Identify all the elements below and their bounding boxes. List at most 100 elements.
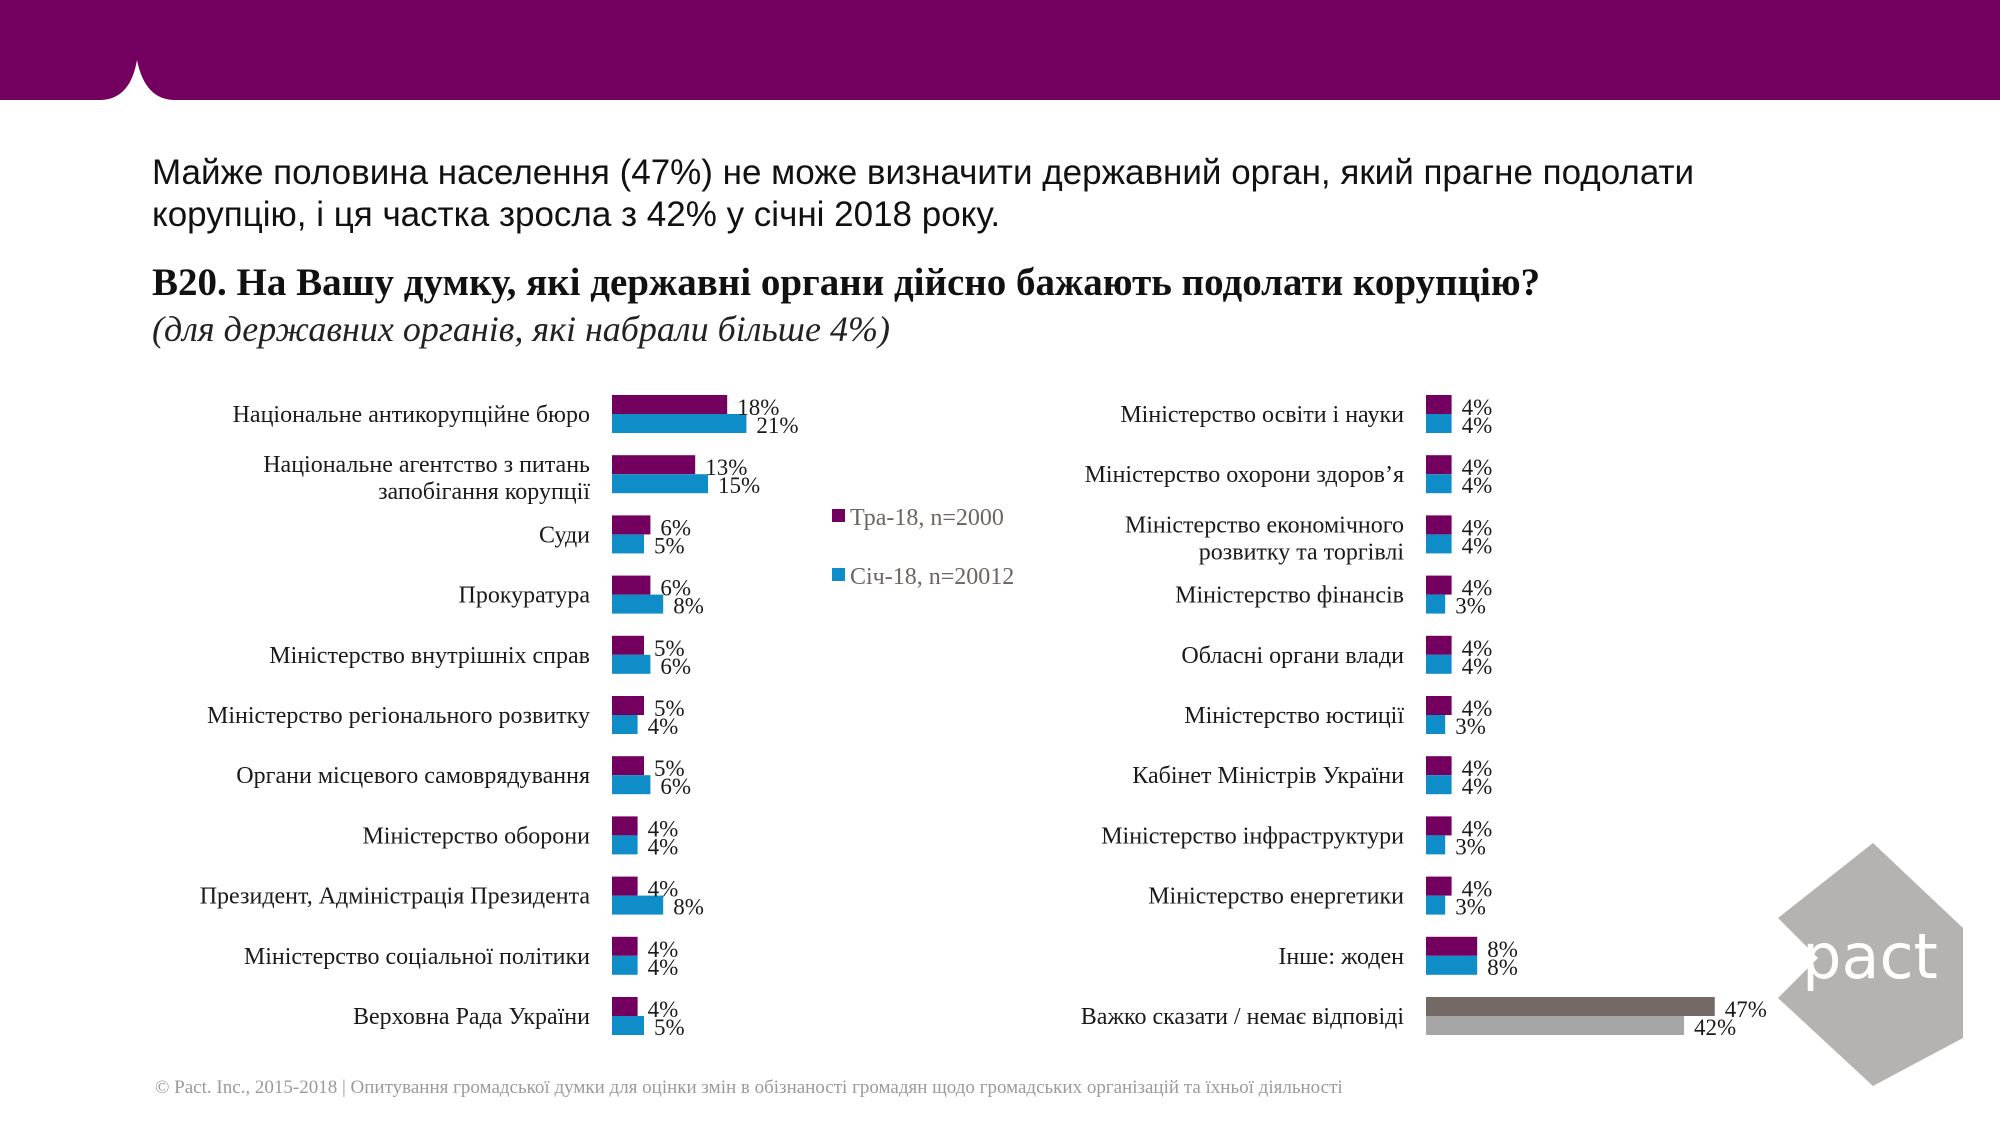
category-label: Суди [539, 522, 590, 548]
bar-may [1426, 395, 1452, 414]
category-label: Органи місцевого самоврядування [236, 763, 590, 789]
category-label: Національне антикорупційне бюро [233, 402, 590, 428]
value-label-jan: 4% [1462, 473, 1493, 498]
legend-swatch-jan [832, 568, 845, 581]
bar-may [612, 816, 638, 836]
bar-jan [612, 715, 638, 734]
value-label-may: 4% [648, 877, 679, 902]
category-label-line: Інше: жоден [1278, 944, 1404, 970]
value-label-may: 5% [654, 696, 685, 721]
bar-group: Міністерство енергетики 4%3% [1148, 876, 1492, 920]
value-label-jan: 8% [673, 594, 704, 619]
bar-group: Міністерство інфраструктури 4%3% [1101, 816, 1492, 859]
bar-group: Верховна Рада України 4%5% [353, 997, 685, 1040]
bar-jan [1426, 534, 1452, 554]
bar-group: Міністерство фінансів 4%3% [1175, 575, 1492, 619]
bar-group: Президент, Адміністрація Президента 4%8% [200, 876, 704, 920]
category-label-line: розвитку та торгівлі [1199, 539, 1405, 565]
category-label-line: Обласні органи влади [1181, 643, 1404, 669]
category-label-line: Національне агентство з питань [263, 452, 590, 478]
category-label-line: Кабінет Міністрів України [1132, 763, 1404, 789]
value-label-jan: 3% [1455, 895, 1486, 920]
question-title: B20. На Вашу думку, які державні органи … [152, 261, 1541, 304]
value-label-may: 47% [1725, 997, 1767, 1022]
bar-group: Органи місцевого самоврядування 5%6% [236, 756, 691, 799]
bar-jan [1426, 474, 1452, 494]
value-label-jan: 5% [654, 1015, 685, 1040]
value-label-jan: 3% [1455, 714, 1486, 739]
value-label-may: 4% [1462, 636, 1493, 661]
bar-group: Міністерство соціальної політики 4%4% [244, 936, 678, 980]
bar-jan [1426, 715, 1446, 734]
bar-group: Суди 6%5% [539, 515, 691, 558]
category-label: Національне агентство з питань запобіганн… [263, 452, 590, 505]
question-subtitle: (для державних органів, які набрали біль… [152, 309, 890, 349]
bar-group: Обласні органи влади 4%4% [1181, 635, 1493, 679]
bar-group: Міністерство освіти і науки 4%4% [1120, 395, 1492, 438]
value-label-may: 13% [705, 455, 747, 480]
bar-jan [612, 654, 651, 674]
value-label-jan: 4% [648, 834, 679, 859]
category-label-line: Міністерство регіонального розвитку [207, 703, 590, 729]
value-label-jan: 42% [1694, 1015, 1736, 1040]
bar-jan [612, 895, 664, 915]
bar-group: Міністерство юстиції 4%3% [1184, 696, 1492, 739]
category-label: Інше: жоден [1278, 944, 1404, 970]
category-label: Міністерство юстиції [1184, 703, 1404, 729]
category-label-line: Міністерство освіти і науки [1120, 402, 1404, 428]
category-label: Президент, Адміністрація Президента [200, 884, 591, 910]
legend-label-may: Тра-18, n=2000 [850, 505, 1004, 531]
category-label: Міністерство інфраструктури [1101, 823, 1404, 849]
value-label-jan: 4% [1462, 654, 1493, 679]
value-label-may: 18% [737, 395, 779, 420]
category-label: Важко сказати / немає відповіді [1081, 1004, 1405, 1030]
bar-may [612, 997, 638, 1016]
value-label-may: 6% [660, 515, 691, 540]
category-label: Міністерство охорони здоров’я [1085, 462, 1404, 488]
bar-may [612, 696, 644, 715]
value-label-may: 4% [1462, 515, 1493, 540]
value-label-jan: 4% [1462, 533, 1493, 558]
category-label-line: Міністерство соціальної політики [244, 944, 590, 970]
category-label-line: Міністерство інфраструктури [1101, 823, 1404, 849]
bar-may [612, 756, 644, 776]
bar-may [1426, 816, 1452, 836]
category-label-line: Міністерство внутрішніх справ [269, 643, 590, 669]
bar-may [612, 455, 696, 475]
category-label-line: Верховна Рада України [353, 1004, 590, 1030]
category-label: Міністерство оборони [362, 823, 590, 849]
pact-logo: pact [1778, 843, 1963, 1086]
bar-may [1426, 997, 1715, 1016]
category-label-line: Прокуратура [458, 583, 590, 609]
value-label-may: 4% [1462, 816, 1493, 841]
value-label-may: 8% [1487, 937, 1518, 962]
value-label-may: 5% [654, 756, 685, 781]
value-label-jan: 15% [718, 473, 760, 498]
bar-group: Міністерство внутрішніх справ 5%6% [269, 635, 691, 679]
bar-group: Міністерство охорони здоров’я 4%4% [1085, 455, 1493, 498]
category-label-line: Міністерство економічного [1125, 512, 1404, 538]
bar-group: Міністерство регіонального розвитку 5%4% [207, 696, 685, 739]
bar-may [1426, 515, 1452, 535]
bar-may [1426, 696, 1452, 715]
bar-may [612, 395, 728, 414]
bar-may [612, 635, 644, 655]
value-label-may: 4% [1462, 696, 1493, 721]
bar-jan [1426, 414, 1452, 433]
headline: Майже половина населення (47%) не може в… [152, 153, 1695, 234]
category-label: Міністерство енергетики [1148, 884, 1404, 910]
bar-jan [1426, 654, 1452, 674]
category-label: Міністерство фінансів [1175, 583, 1404, 609]
bar-group: Національне агентство з питань запобіганн… [263, 452, 760, 505]
value-label-may: 5% [654, 636, 685, 661]
bar-may [612, 936, 638, 956]
category-label-line: Міністерство оборони [362, 823, 590, 849]
category-label: Кабінет Міністрів України [1132, 763, 1404, 789]
bar-jan [612, 775, 651, 795]
bar-jan [612, 835, 638, 855]
bar-jan [1426, 594, 1446, 614]
category-label-line: Національне антикорупційне бюро [233, 402, 590, 428]
value-label-jan: 8% [673, 895, 704, 920]
bar-may [1426, 575, 1452, 595]
category-label: Прокуратура [458, 583, 590, 609]
